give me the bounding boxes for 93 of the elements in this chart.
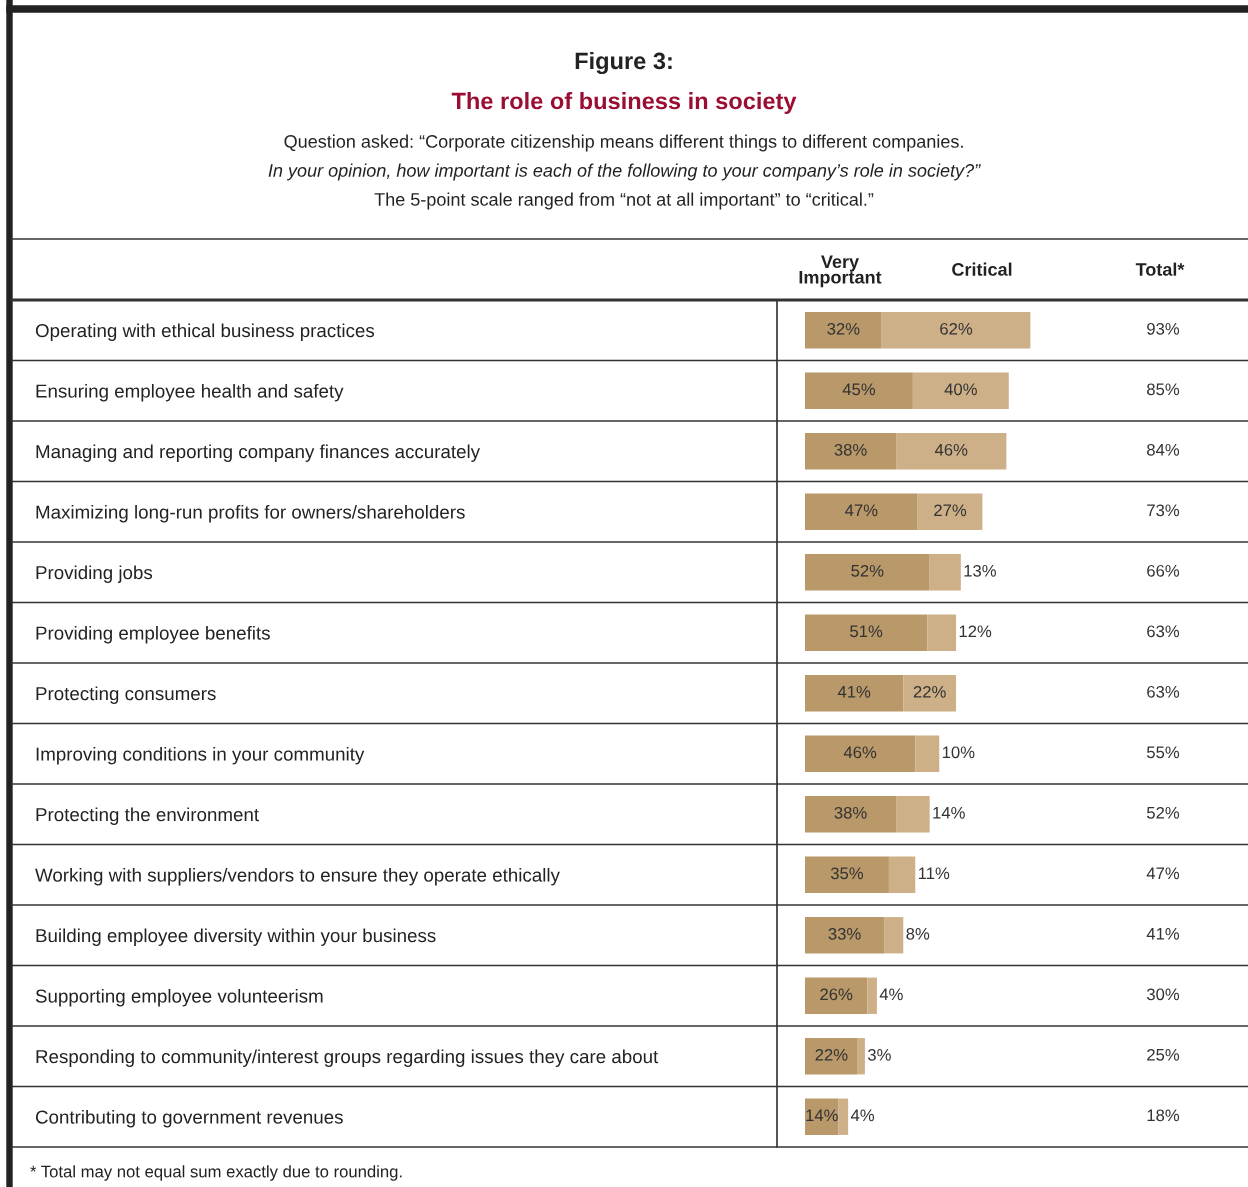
bar: [912, 372, 1009, 409]
bar: [805, 735, 916, 772]
bar: [805, 614, 928, 651]
bar: [929, 554, 961, 591]
data-label: 14%: [806, 1109, 838, 1122]
data-label: 62%: [940, 322, 973, 335]
text: In your opinion, how important is each of the following to your company’s role in society?”: [268, 163, 981, 181]
bar: [805, 1098, 839, 1135]
text: 41%: [1146, 927, 1180, 940]
text: 93%: [1147, 322, 1180, 335]
text: 52%: [1146, 806, 1180, 819]
text: Question asked: “Corporate citizenship means different things to different companies.: [284, 134, 963, 152]
bar: [805, 493, 918, 530]
data-label: 4%: [879, 988, 903, 1001]
data-label: 22%: [913, 685, 946, 698]
text: Total*: [1135, 262, 1185, 276]
bar: [903, 675, 957, 712]
data-label: 38%: [834, 806, 867, 819]
text: 85%: [1147, 383, 1180, 396]
data-label: 12%: [959, 625, 992, 638]
y-tick-label: Working with suppliers/vendors to ensure they operate ethically: [35, 867, 560, 886]
y-tick-label: Maximizing long-run profits for owners/shareholders: [36, 504, 465, 523]
data-label: 27%: [934, 504, 967, 517]
text: The 5-point scale ranged from “not at all important” to “critical.”: [374, 192, 874, 210]
data-label: 22%: [815, 1048, 848, 1061]
text: 63%: [1147, 685, 1180, 698]
bar: [805, 977, 868, 1014]
data-label: 40%: [944, 383, 977, 396]
bar: [857, 1038, 865, 1075]
data-label: 35%: [830, 867, 864, 880]
bar: [927, 614, 957, 651]
text: 18%: [1147, 1109, 1180, 1122]
bar: [805, 796, 897, 833]
data-label: 11%: [918, 867, 950, 880]
y-tick-label: Responding to community/interest groups regarding issues they care about: [36, 1049, 659, 1067]
data-label: 26%: [820, 988, 853, 1001]
data-label: 33%: [828, 927, 861, 940]
bar: [888, 856, 916, 893]
y-tick-label: Providing employee benefits: [36, 625, 270, 644]
bar: [805, 856, 889, 893]
data-label: 3%: [867, 1048, 891, 1061]
y-tick-label: Protecting consumers: [36, 686, 216, 704]
y-tick-label: Managing and reporting company finances accurately: [36, 444, 481, 462]
bar: [896, 796, 930, 833]
bar: [896, 433, 1007, 470]
bar: [805, 312, 882, 349]
text: 55%: [1146, 746, 1180, 759]
text: 63%: [1147, 625, 1180, 638]
text: 25%: [1147, 1048, 1180, 1061]
data-label: 41%: [837, 685, 871, 698]
data-label: 46%: [843, 746, 877, 759]
y-tick-label: Ensuring employee health and safety: [36, 383, 344, 402]
bar: [805, 675, 904, 712]
series-label: Very Important: [799, 255, 882, 288]
data-label: 13%: [964, 564, 996, 577]
y-tick-label: Operating with ethical business practices: [35, 323, 375, 341]
data-label: 45%: [842, 383, 876, 396]
y-tick-label: Supporting employee volunteerism: [35, 988, 323, 1007]
data-label: 51%: [850, 625, 883, 638]
bar: [805, 433, 897, 470]
y-tick-label: Protecting the environment: [36, 807, 259, 825]
data-label: 47%: [845, 504, 878, 517]
bar: [805, 554, 930, 591]
bar: [881, 312, 1031, 349]
bar: [805, 917, 885, 954]
y-tick-label: Providing jobs: [36, 565, 153, 583]
data-label: 32%: [827, 322, 860, 335]
text: * Total may not equal sum exactly due to rounding.: [30, 1165, 402, 1181]
text: Critical: [952, 262, 1012, 276]
data-label: 8%: [906, 927, 930, 940]
text: 66%: [1147, 564, 1180, 577]
data-label: 10%: [942, 746, 975, 759]
text: 84%: [1147, 443, 1180, 456]
y-tick-label: Contributing to government revenues: [35, 1109, 343, 1128]
bar: [838, 1098, 849, 1135]
bar: [805, 1038, 858, 1075]
data-label: 46%: [934, 443, 968, 456]
bar: [915, 735, 940, 772]
y-tick-label: Improving conditions in your community: [36, 746, 365, 765]
bar: [917, 493, 983, 530]
bar: [805, 372, 913, 409]
data-label: 52%: [851, 564, 884, 577]
text: 30%: [1146, 988, 1180, 1001]
chart-title: Figure 3:: [575, 51, 672, 75]
data-label: 4%: [850, 1109, 875, 1122]
bar: [884, 917, 904, 954]
chart-subtitle: The role of business in society: [451, 92, 797, 114]
data-label: 38%: [834, 443, 867, 456]
y-tick-label: Building employee diversity within your business: [36, 928, 436, 946]
text: 73%: [1147, 504, 1180, 517]
data-label: 14%: [933, 806, 965, 819]
bar: [867, 977, 877, 1014]
text: 47%: [1146, 867, 1180, 880]
